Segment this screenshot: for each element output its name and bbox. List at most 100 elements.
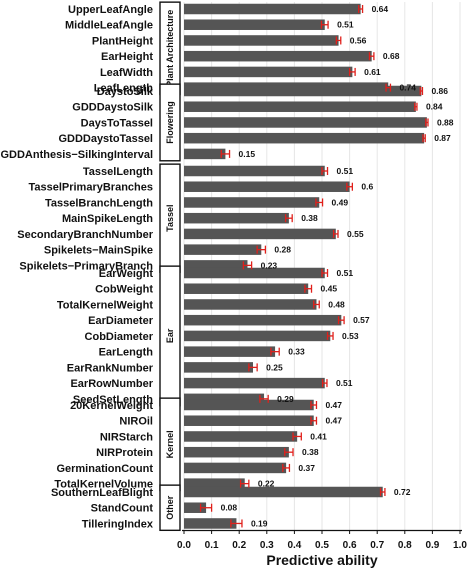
value-label: 0.51: [337, 20, 354, 30]
value-label: 0.88: [437, 117, 454, 127]
trait-label: EarRowNumber: [70, 378, 153, 390]
error-bar: [321, 269, 329, 277]
trait-label: NIRStarch: [100, 431, 153, 443]
bar: [184, 393, 265, 405]
error-bar: [320, 20, 329, 29]
bar: [184, 181, 350, 192]
bar: [184, 267, 325, 279]
bar: [184, 415, 314, 426]
value-label: 0.25: [266, 362, 283, 372]
bar: [184, 462, 287, 474]
trait-label: LeafLength: [94, 83, 154, 95]
trait-label: MainSpikeLength: [62, 213, 153, 225]
bar: [184, 132, 425, 144]
trait-label: SecondaryBranchNumber: [17, 229, 153, 241]
value-label: 0.15: [239, 149, 256, 159]
value-label: 0.72: [394, 487, 411, 497]
error-bar: [335, 36, 342, 45]
bars: [184, 3, 427, 529]
value-label: 0.19: [251, 518, 268, 528]
value-label: 0.38: [301, 213, 318, 223]
trait-label: TotalKernelVolume: [54, 479, 153, 491]
trait-label: CobWeight: [95, 284, 153, 296]
value-label: 0.23: [261, 260, 278, 270]
bar: [184, 399, 314, 411]
group-panel: [159, 484, 181, 532]
x-tick-label: 0.4: [287, 540, 301, 551]
group-panel: [159, 83, 181, 162]
bar: [184, 85, 422, 97]
value-label: 0.33: [288, 347, 305, 357]
bar: [184, 299, 317, 310]
value-label: 0.22: [258, 479, 275, 489]
error-bar: [220, 149, 231, 158]
bar: [184, 165, 325, 177]
error-bar: [315, 198, 324, 207]
bar: [184, 446, 289, 458]
bar: [184, 35, 339, 46]
bar: [184, 212, 289, 224]
bar: [184, 502, 207, 513]
value-label: 0.37: [298, 463, 315, 473]
trait-label: TasselLength: [83, 166, 153, 178]
error-bar: [346, 182, 354, 191]
value-label: 0.55: [347, 229, 364, 239]
error-bar: [230, 519, 243, 528]
value-label: 0.41: [310, 431, 327, 441]
trait-label: TotalKernelWeight: [57, 299, 153, 311]
error-bar: [304, 284, 313, 293]
value-label: 0.47: [325, 400, 342, 410]
trait-label: TasselBranchLength: [45, 197, 153, 209]
value-label: 0.68: [383, 51, 400, 61]
value-label: 0.49: [332, 197, 349, 207]
x-tick-label: 0.3: [260, 540, 274, 551]
error-bar: [326, 331, 334, 340]
x-axis: 0.0 0.1 0.2 0.3 0.4 0.5 0.6 0.7 0.8 0.9 1.0: [177, 529, 467, 551]
bar: [184, 478, 245, 489]
trait-label: PlantHeight: [92, 35, 153, 47]
value-label: 0.6: [361, 182, 373, 192]
trait-label: EarRankNumber: [67, 362, 154, 374]
error-bar: [321, 167, 329, 175]
x-tick-label: 0.0: [177, 540, 191, 551]
x-tick-label: 0.8: [398, 540, 412, 551]
error-bar: [321, 379, 328, 388]
error-bar: [256, 245, 267, 254]
error-bar: [332, 229, 339, 238]
bar: [184, 330, 331, 342]
bar: [184, 362, 253, 373]
error-bar: [259, 394, 269, 403]
trait-label: Spikelets−PrimaryBranch: [19, 260, 153, 272]
bar: [184, 3, 361, 15]
trait-label: EarHeight: [101, 51, 153, 63]
trait-group-panels: Plant Architecture Flowering Tassel Ear Kern…: [159, 1, 181, 532]
bar: [184, 197, 320, 208]
value-label: 0.51: [337, 268, 354, 278]
bar: [184, 148, 226, 160]
trait-label: EarWeight: [99, 268, 154, 280]
group-label: Other: [165, 495, 175, 520]
error-bar: [379, 488, 386, 496]
value-label: 0.87: [434, 133, 451, 143]
trait-label: LeafWidth: [100, 67, 153, 79]
value-label: 0.38: [302, 447, 319, 457]
x-tick-label: 0.2: [232, 540, 246, 551]
group-label: Plant Architecture: [165, 10, 175, 87]
trait-label: GerminationCount: [56, 463, 153, 475]
value-label: 0.61: [364, 67, 381, 77]
trait-label: EarDiameter: [88, 315, 154, 327]
error-bar: [313, 300, 320, 309]
trait-label: TasselPrimaryBranches: [28, 182, 153, 194]
value-label: 0.51: [337, 166, 354, 176]
x-tick-label: 0.7: [370, 540, 384, 551]
error-bar: [358, 5, 364, 13]
error-bar: [248, 363, 258, 372]
bar: [184, 244, 262, 255]
trait-label: NIRProtein: [96, 447, 153, 459]
value-label: 0.45: [321, 284, 338, 294]
value-label: 0.56: [350, 35, 367, 45]
bar: [184, 50, 372, 62]
error-bar: [337, 316, 345, 325]
trait-label: SeedSetLength: [73, 394, 153, 406]
